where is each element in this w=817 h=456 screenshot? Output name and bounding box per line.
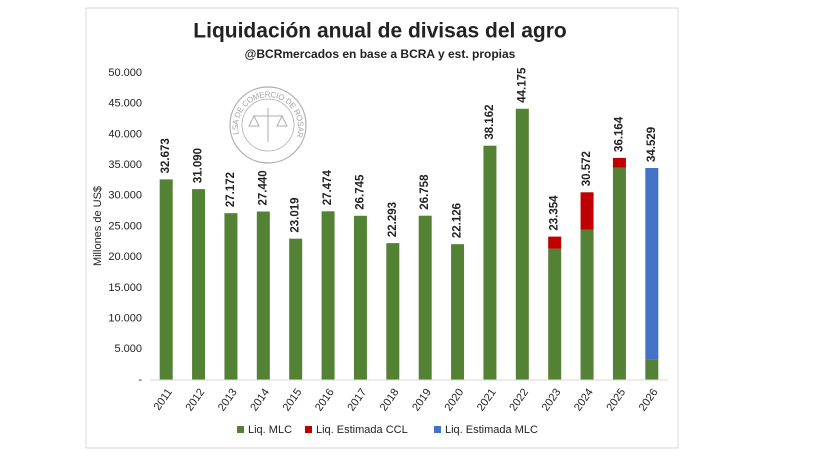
bar-segment [612,157,626,168]
total-label: 27.172 [225,172,237,207]
total-label: 23.019 [290,197,302,232]
total-label: 27.440 [257,170,269,205]
bar-segment [321,211,335,380]
total-label: 22.126 [452,203,464,238]
bar-segment [515,108,529,380]
bar-segment [353,215,367,380]
legend-label: Liq. Estimada MLC [445,424,538,436]
total-label: 38.162 [484,104,496,139]
total-label: 31.090 [193,148,205,183]
y-tick-label: 10.000 [108,313,142,325]
bar-segment [645,167,659,360]
logo-scales [248,108,288,142]
bar-segment [224,213,238,380]
bar-segment [289,238,303,380]
bar-segment [548,236,562,249]
total-label: 26.745 [354,174,366,210]
y-tick-label: - [138,374,142,386]
chart-title: Liquidación anual de divisas del agro [193,20,566,43]
total-label: 34.529 [646,127,658,162]
total-label: 23.354 [549,195,561,231]
y-tick-label: 50.000 [108,67,142,79]
bar-segment [418,215,432,380]
bar-segment [192,189,206,380]
bar-segment [580,229,594,380]
total-label: 36.164 [613,116,625,152]
chart-frame [85,7,679,449]
y-tick-label: 5.000 [114,343,142,355]
y-tick-label: 15.000 [108,282,142,294]
legend-swatch [237,426,244,433]
bar-segment [645,359,659,380]
bar-segment [451,244,465,380]
y-tick-label: 40.000 [108,128,142,140]
total-label: 26.758 [419,174,431,210]
legend-swatch [305,426,312,433]
bar-segment [256,211,270,380]
logo-ring [241,98,295,152]
bar-segment [548,248,562,380]
y-tick-label: 45.000 [108,98,142,110]
y-tick-label: 30.000 [108,190,142,202]
y-axis-label: Millones de US$ [92,186,104,266]
total-label: 30.572 [581,151,593,186]
bar-segment [483,145,497,380]
y-tick-label: 20.000 [108,251,142,263]
bar-segment [580,192,594,230]
legend-swatch [434,426,441,433]
chart-subtitle: @BCRmercados en base a BCRA y est. propi… [245,47,516,61]
bar-segment [159,179,173,380]
total-label: 22.293 [387,202,399,237]
total-label: 32.673 [160,138,172,173]
logo-ring [229,86,307,164]
total-label: 44.175 [516,67,528,103]
bar-segment [386,243,400,380]
y-tick-label: 25.000 [108,220,142,232]
y-tick-label: 35.000 [108,159,142,171]
legend-label: Liq. Estimada CCL [316,424,408,436]
total-label: 27.474 [322,170,334,206]
bar-segment [612,167,626,380]
legend-label: Liq. MLC [248,424,292,436]
